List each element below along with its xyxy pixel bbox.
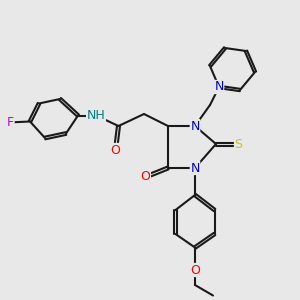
Text: N: N xyxy=(190,119,200,133)
Text: F: F xyxy=(7,116,14,129)
Text: S: S xyxy=(235,137,242,151)
Text: O: O xyxy=(190,263,200,277)
Text: O: O xyxy=(111,143,120,157)
Text: N: N xyxy=(190,161,200,175)
Text: N: N xyxy=(214,80,224,94)
Text: NH: NH xyxy=(87,109,105,122)
Text: O: O xyxy=(141,170,150,184)
